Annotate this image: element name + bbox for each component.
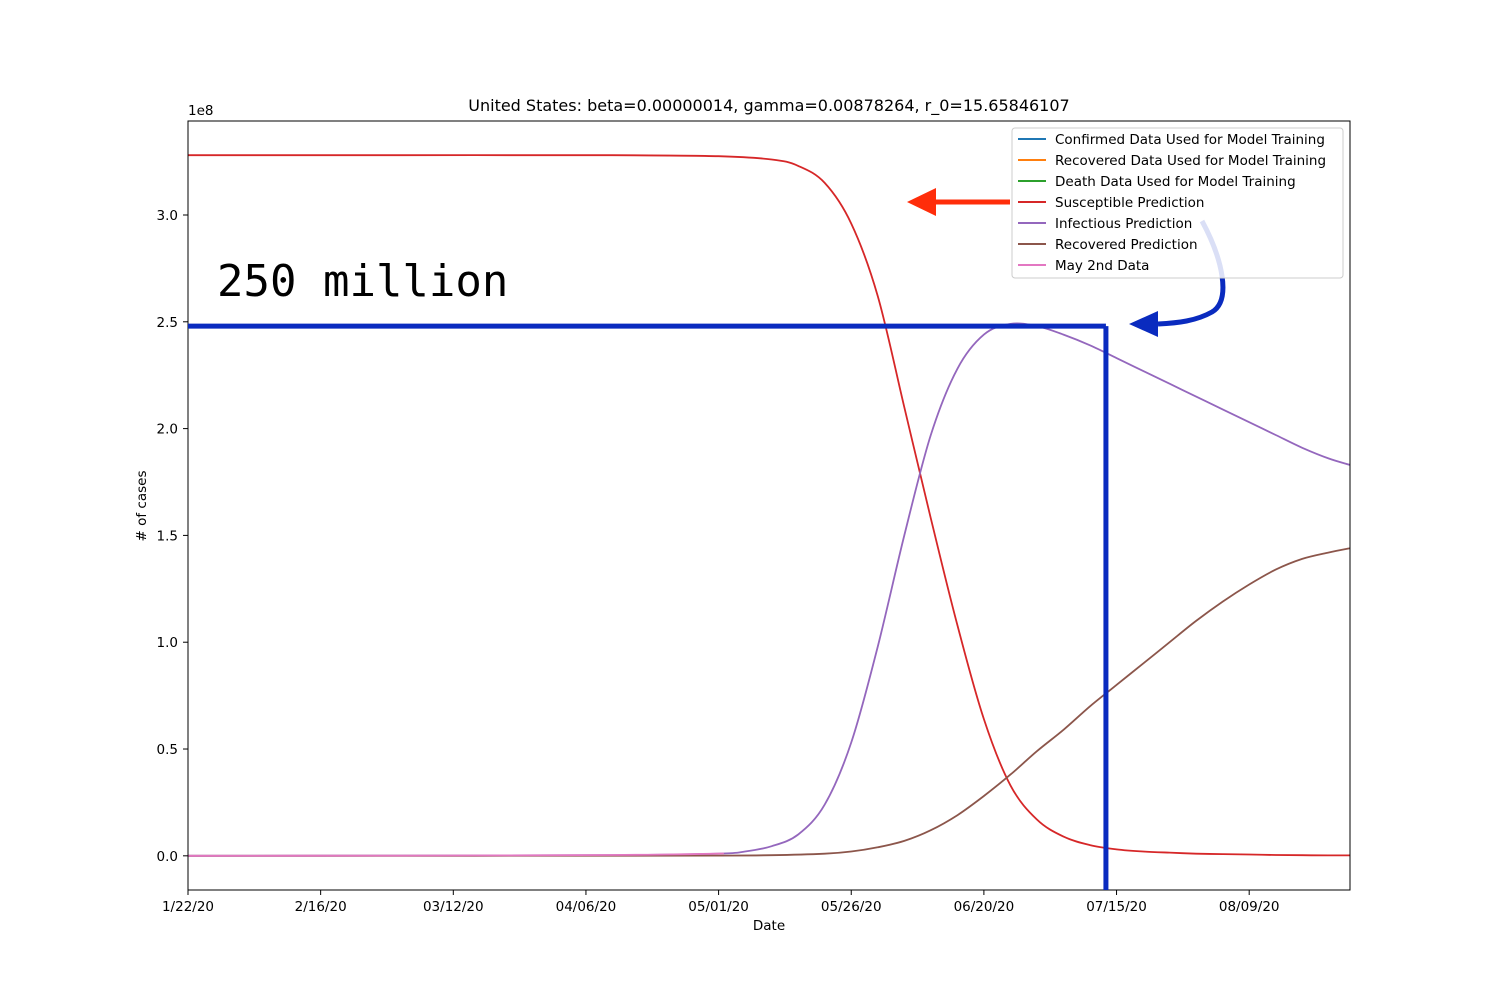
y-tick-label: 0.5 [157, 742, 178, 758]
y-axis-label: # of cases [134, 471, 150, 542]
x-tick-label: 08/09/20 [1219, 899, 1280, 915]
legend-label: May 2nd Data [1055, 258, 1149, 274]
x-axis-label: Date [753, 918, 785, 934]
x-tick-label: 06/20/20 [954, 899, 1015, 915]
x-tick-label: 07/15/20 [1086, 899, 1147, 915]
x-tick-label: 05/26/20 [821, 899, 882, 915]
x-axis: 1/22/20 2/16/20 03/12/20 04/06/20 05/01/20 05… [162, 890, 1280, 915]
x-tick-label: 05/01/20 [688, 899, 749, 915]
series-susceptible-prediction [188, 154, 1350, 857]
annotation-label: 250 million [217, 256, 508, 307]
legend-label: Recovered Prediction [1055, 237, 1198, 253]
x-tick-label: 04/06/20 [556, 899, 617, 915]
x-tick-label: 03/12/20 [423, 899, 484, 915]
legend-label: Infectious Prediction [1055, 216, 1192, 232]
x-tick-label: 1/22/20 [162, 899, 214, 915]
series-infectious-prediction [188, 322, 1350, 857]
series-recovered-prediction [188, 547, 1350, 857]
y-tick-label: 1.5 [157, 528, 178, 544]
legend-label: Susceptible Prediction [1055, 195, 1204, 211]
y-tick-label: 1.0 [157, 635, 178, 651]
y-tick-label: 2.0 [157, 422, 178, 438]
legend-label: Confirmed Data Used for Model Training [1055, 132, 1325, 148]
y-tick-label: 2.5 [157, 315, 178, 331]
legend-box [1011, 127, 1344, 279]
legend-label: Death Data Used for Model Training [1055, 174, 1296, 190]
red-arrow [907, 188, 1010, 216]
chart-title: United States: beta=0.00000014, gamma=0.… [468, 96, 1069, 116]
series-layer [188, 154, 1350, 857]
y-tick-label: 3.0 [157, 208, 178, 224]
plot-frame [187, 120, 1351, 891]
x-tick-label: 2/16/20 [295, 899, 347, 915]
y-offset-label: 1e8 [188, 103, 213, 119]
y-tick-label: 0.0 [157, 849, 178, 865]
annotation-layer [188, 323, 1109, 890]
y-axis: 0.0 0.5 1.0 1.5 2.0 2.5 3.0 [157, 208, 188, 865]
legend: Confirmed Data Used for Model Training Re… [1011, 127, 1344, 279]
legend-label: Recovered Data Used for Model Training [1055, 153, 1326, 169]
series-may-2nd-data [188, 852, 724, 857]
